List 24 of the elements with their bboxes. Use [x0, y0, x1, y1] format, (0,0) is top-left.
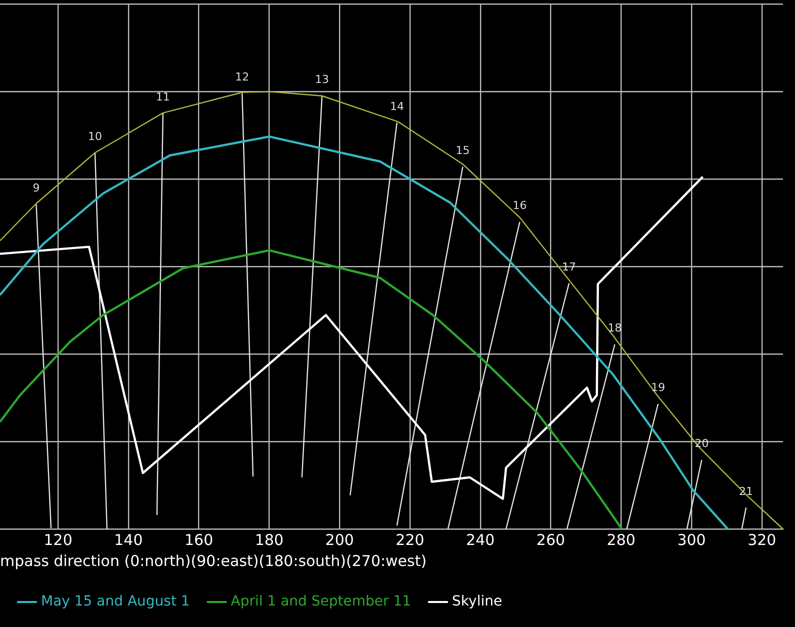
x-tick-label: 320: [748, 530, 776, 549]
annotation: 14: [390, 100, 404, 113]
x-tick-label: 300: [677, 530, 706, 549]
annotation: 15: [456, 144, 470, 158]
annotation: 13: [315, 73, 329, 86]
annotation: 9: [32, 182, 40, 195]
legend-label: April 1 and September 11: [230, 594, 412, 610]
x-tick-label: 200: [325, 530, 354, 549]
x-tick-label: 220: [396, 530, 424, 549]
x-tick-label: 140: [114, 530, 143, 549]
annotation: 11: [156, 90, 170, 104]
x-tick-label: 120: [44, 530, 72, 549]
x-tick-label: 240: [466, 530, 495, 549]
annotation: 16: [512, 199, 527, 212]
x-tick-label: 260: [536, 530, 566, 549]
annotation: 10: [88, 130, 102, 144]
x-tick-label: 160: [184, 530, 214, 549]
annotation: 12: [235, 70, 250, 84]
x-tick-label: 180: [254, 530, 284, 549]
annotation: 19: [651, 381, 666, 394]
legend-label: Skyline: [452, 594, 502, 610]
x-axis-title: mpass direction (0:north)(90:east)(180:south)(270:west): [0, 552, 427, 570]
x-tick-label: 280: [606, 530, 636, 549]
legend-label: May 15 and August 1: [41, 594, 190, 610]
